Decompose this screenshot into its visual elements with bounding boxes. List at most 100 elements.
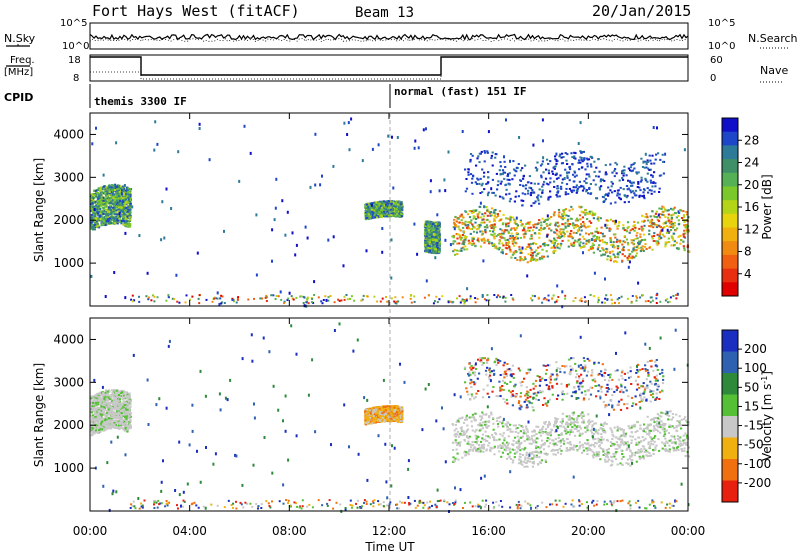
data-cell [458,242,461,245]
scatter-cell [392,186,395,190]
data-cell [556,236,559,239]
data-cell [123,203,126,205]
data-cell [518,248,521,251]
data-cell [492,243,496,246]
data-cell [631,169,634,172]
data-cell [370,208,373,211]
data-cell [122,199,125,202]
data-cell [542,255,546,258]
data-cell [527,189,530,192]
data-cell [530,251,533,254]
freq-panel: 18 8 60 0 Freq. [MHz] Nave [4,54,788,84]
data-cell [117,206,121,209]
data-cell [548,239,551,242]
data-cell [629,185,633,187]
data-cell [113,220,116,222]
data-cell [400,201,403,204]
data-cell [369,210,372,213]
data-cell [459,215,462,218]
data-cell [653,223,656,226]
data-cell [460,247,463,250]
data-cell [128,193,131,196]
data-cell [674,211,677,214]
data-cell [101,191,104,194]
data-cell [631,256,634,259]
data-cell [98,200,101,203]
data-cell [591,214,594,217]
data-cell [552,240,555,243]
data-cell [642,238,645,241]
data-cell [560,242,563,245]
data-cell [121,201,124,204]
data-cell [527,253,530,256]
data-cell [476,157,479,160]
data-cell [635,246,639,249]
data-cell [509,249,512,252]
data-cell [97,211,100,213]
data-cell [427,229,431,232]
data-cell [489,211,492,214]
data-cell [93,189,96,192]
data-cell [659,158,662,161]
data-cell [568,166,571,169]
data-cell [651,210,654,213]
data-cell [557,190,560,193]
data-cell [605,243,608,246]
data-cell [639,240,642,243]
data-cell [481,230,484,233]
data-cell [533,182,536,185]
data-cell [575,174,578,177]
data-cell [535,254,538,257]
data-cell [530,248,533,251]
data-cell [122,189,125,192]
data-cell [394,215,397,218]
data-cell [452,234,455,237]
data-cell [628,231,631,234]
data-cell [97,199,100,202]
data-cell [455,249,458,252]
data-cell [649,168,652,171]
scatter-cell [429,179,432,183]
data-cell [467,173,470,176]
data-cell [108,189,111,192]
data-cell [481,191,484,194]
data-cell [564,191,567,194]
data-cell [480,184,483,187]
data-cell [119,202,122,205]
data-cell [91,218,94,221]
data-cell [628,255,631,258]
data-cell [436,228,439,231]
data-cell [464,238,467,241]
data-cell [128,220,132,222]
data-cell [527,243,530,246]
data-cell [528,223,531,226]
data-cell [511,242,514,245]
data-cell [528,229,531,232]
data-cell [120,195,123,198]
data-cell [633,229,636,232]
data-cell [395,208,398,211]
data-cell [599,178,603,181]
data-cell [115,215,118,218]
data-cell [621,247,625,250]
data-cell [129,223,132,225]
data-cell [612,220,615,223]
data-cell [521,204,524,207]
data-cell [433,250,436,253]
data-cell [640,179,643,182]
data-cell [610,180,613,183]
data-cell [540,224,543,227]
data-cell [129,203,132,205]
data-cell [612,233,616,236]
data-cell [95,204,98,207]
data-cell [683,247,686,250]
data-cell [585,173,588,176]
data-cell [523,225,526,228]
data-cell [112,193,115,196]
data-cell [470,243,473,246]
data-cell [613,255,617,258]
data-cell [602,253,605,256]
data-cell [581,216,584,219]
data-cell [547,183,550,186]
data-cell [667,219,670,222]
